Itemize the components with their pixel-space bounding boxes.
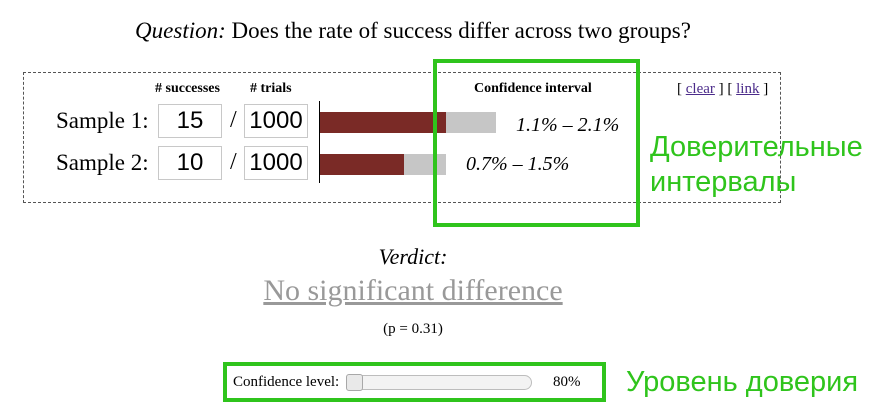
header-confidence-interval: Confidence interval (474, 81, 592, 96)
ci-annotation-box (433, 59, 640, 227)
confidence-level-value: 80% (553, 374, 581, 390)
confidence-slider-thumb[interactable] (346, 374, 363, 391)
sample-2-trials-input[interactable] (244, 146, 308, 180)
sample-2-ci-text: 0.7% – 1.5% (466, 153, 570, 175)
sample-1-separator: / (230, 107, 237, 133)
sample-2-separator: / (230, 149, 237, 175)
confidence-annotation-box (223, 362, 606, 402)
header-trials: # trials (250, 81, 292, 96)
sample-2-label: Sample 2: (56, 150, 149, 175)
samples-panel: # successes # trials Confidence interval… (23, 72, 781, 203)
verdict-label: Verdict: (378, 244, 448, 269)
interval-axis-line (319, 101, 320, 183)
p-value: (p = 0.31) (383, 321, 443, 337)
panel-links: [ clear ] [ link ] (677, 81, 768, 98)
links-close-bracket: ] (763, 81, 769, 97)
sample-2-rate-bar (320, 154, 404, 175)
clear-link[interactable]: clear (685, 81, 715, 97)
verdict-text[interactable]: No significant difference (263, 274, 563, 307)
question-label: Question: (135, 18, 226, 43)
confidence-level-label: Confidence level: (233, 374, 340, 390)
sample-1-label: Sample 1: (56, 108, 149, 133)
sample-1-rate-bar (320, 112, 446, 133)
question: Question: Does the rate of success diffe… (0, 18, 826, 44)
header-successes: # successes (155, 81, 220, 96)
confidence-slider-track[interactable] (346, 375, 532, 390)
sample-2-successes-input[interactable] (158, 146, 222, 180)
question-text: Does the rate of success differ across t… (231, 18, 691, 43)
links-open-bracket: [ (677, 81, 682, 97)
links-mid-bracket: ] [ (718, 81, 733, 97)
sample-1-successes-input[interactable] (158, 104, 222, 138)
confidence-annotation-text: Уровень доверия (626, 366, 859, 398)
sample-1-trials-input[interactable] (244, 104, 308, 138)
permalink-link[interactable]: link (736, 81, 760, 97)
sample-1-ci-text: 1.1% – 2.1% (516, 114, 620, 136)
ci-annotation-text: Доверительные интервалы (650, 131, 863, 198)
